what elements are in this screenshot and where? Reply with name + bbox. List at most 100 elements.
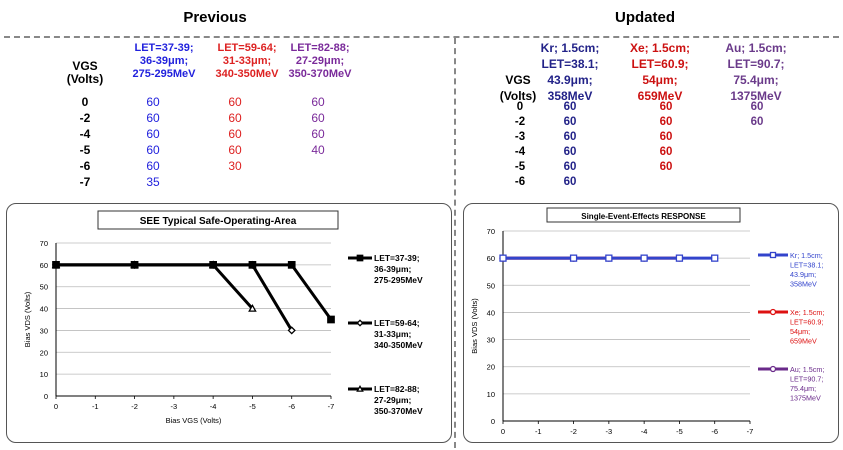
legend-label: 358MeV xyxy=(790,280,817,289)
x-axis-label: Bias VGS (Volts) xyxy=(166,416,222,425)
data-point xyxy=(248,304,257,312)
table-cell: 60 xyxy=(228,95,242,109)
vgs-label: VGS (Volts) xyxy=(66,59,104,86)
legend-label: 275-295MeV xyxy=(374,275,423,285)
table-cell: 60 xyxy=(228,127,242,141)
chart-title: Single-Event-Effects RESPONSE xyxy=(581,212,706,221)
vgs-value: -2 xyxy=(514,116,526,128)
data-point xyxy=(499,254,507,262)
data-point xyxy=(287,326,296,335)
table-cell: 60 xyxy=(659,161,673,173)
chart-title-box xyxy=(546,207,741,223)
vgs-value: -6 xyxy=(79,159,91,173)
data-point xyxy=(605,254,613,262)
top-dashed-divider xyxy=(4,36,839,38)
vgs-value: -4 xyxy=(79,127,91,141)
y-axis-label: Bias VDS (Volts) xyxy=(470,298,479,354)
y-tick-label: 50 xyxy=(40,283,48,292)
table-cell: 60 xyxy=(563,176,577,188)
column-header-kr: Kr; 1.5cm; LET=38.1; 43.9μm; 358MeV xyxy=(540,41,600,103)
table-cell: 60 xyxy=(563,161,577,173)
table-cell: 60 xyxy=(563,101,577,113)
table-cell: 60 xyxy=(146,95,160,109)
data-point xyxy=(769,365,777,373)
table-cell: 60 xyxy=(659,101,673,113)
table-cell: 60 xyxy=(228,111,242,125)
y-axis-label: Bias VDS (Volts) xyxy=(23,291,32,347)
legend-label: Xe; 1.5cm; xyxy=(790,308,824,317)
legend-label: LET=90.7; xyxy=(790,375,823,384)
x-tick-label: -6 xyxy=(288,402,295,411)
y-tick-label: 20 xyxy=(40,348,48,357)
data-point xyxy=(209,261,217,269)
x-tick-label: 0 xyxy=(501,427,505,436)
table-cell: 60 xyxy=(228,143,242,157)
table-cell: 60 xyxy=(750,116,764,128)
vgs-value: -3 xyxy=(514,131,526,143)
data-point xyxy=(248,261,257,269)
data-point xyxy=(356,384,364,392)
legend-label: 350-370MeV xyxy=(374,406,423,416)
series-line xyxy=(56,263,294,332)
table-cell: 60 xyxy=(146,111,160,125)
column-header-let-37-39: LET=37-39; 36-39μm; 275-295MeV xyxy=(132,42,196,80)
column-header-let-59-64: LET=59-64; 31-33μm; 340-350MeV xyxy=(215,42,279,80)
previous-soa-chart: SEE Typical Safe-Operating-Area 0 10 20 30 40… xyxy=(23,210,423,425)
chart-title-box xyxy=(97,210,339,230)
x-tick-label: -2 xyxy=(131,402,138,411)
y-tick-label: 40 xyxy=(487,308,495,317)
legend-label: 340-350MeV xyxy=(374,340,423,350)
column-header-let-82-88: LET=82-88; 27-29μm; 350-370MeV xyxy=(288,42,352,80)
y-tick-label: 20 xyxy=(487,363,495,372)
x-tick-label: -1 xyxy=(92,402,99,411)
data-point xyxy=(640,254,648,262)
vgs-value: -6 xyxy=(514,176,526,188)
x-tick-label: -4 xyxy=(210,402,217,411)
vgs-value: -5 xyxy=(79,143,91,157)
previous-heading: Previous xyxy=(183,9,247,26)
x-tick-label: 0 xyxy=(54,402,58,411)
table-cell: 60 xyxy=(146,143,160,157)
vgs-value: -5 xyxy=(514,161,526,173)
legend-label: LET=38.1; xyxy=(790,261,823,270)
column-header-au: Au; 1.5cm; LET=90.7; 75.4μm; 1375MeV xyxy=(725,41,787,103)
chart-title: SEE Typical Safe-Operating-Area xyxy=(140,216,297,227)
table-cell: 30 xyxy=(228,159,242,173)
table-cell: 60 xyxy=(659,131,673,143)
data-point xyxy=(769,308,777,316)
x-tick-label: -6 xyxy=(711,427,718,436)
legend-label: LET=59-64; xyxy=(374,318,420,328)
data-point xyxy=(52,261,60,269)
updated-heading: Updated xyxy=(615,9,675,26)
legend-label: Kr; 1.5cm; xyxy=(790,251,823,260)
legend-label: 31-33μm; xyxy=(374,329,411,339)
vgs-value: 0 xyxy=(516,101,524,113)
vgs-label: VGS (Volts) xyxy=(499,73,537,103)
y-tick-label: 0 xyxy=(491,417,495,426)
data-point xyxy=(711,254,719,262)
x-tick-label: -3 xyxy=(606,427,613,436)
y-tick-label: 40 xyxy=(40,305,48,314)
data-point xyxy=(287,261,296,269)
data-point xyxy=(569,254,578,262)
updated-chart-panel xyxy=(463,203,839,443)
data-point xyxy=(356,254,364,262)
legend-label: Au; 1.5cm; xyxy=(790,365,824,374)
data-point xyxy=(675,254,684,262)
table-cell: 60 xyxy=(311,127,325,141)
vgs-value: -7 xyxy=(79,175,91,189)
data-point xyxy=(327,315,335,324)
y-tick-label: 30 xyxy=(40,326,48,335)
data-point xyxy=(769,251,777,259)
y-tick-label: 70 xyxy=(40,239,48,248)
x-tick-label: -2 xyxy=(570,427,577,436)
data-point xyxy=(130,261,139,269)
vgs-value: -4 xyxy=(514,146,526,158)
x-tick-label: -7 xyxy=(328,402,335,411)
y-tick-label: 30 xyxy=(487,336,495,345)
legend-label: 54μm; xyxy=(790,327,810,336)
legend-label: 36-39μm; xyxy=(374,264,411,274)
vgs-value: 0 xyxy=(81,95,89,109)
table-cell: 60 xyxy=(311,95,325,109)
vgs-value: -2 xyxy=(79,111,91,125)
